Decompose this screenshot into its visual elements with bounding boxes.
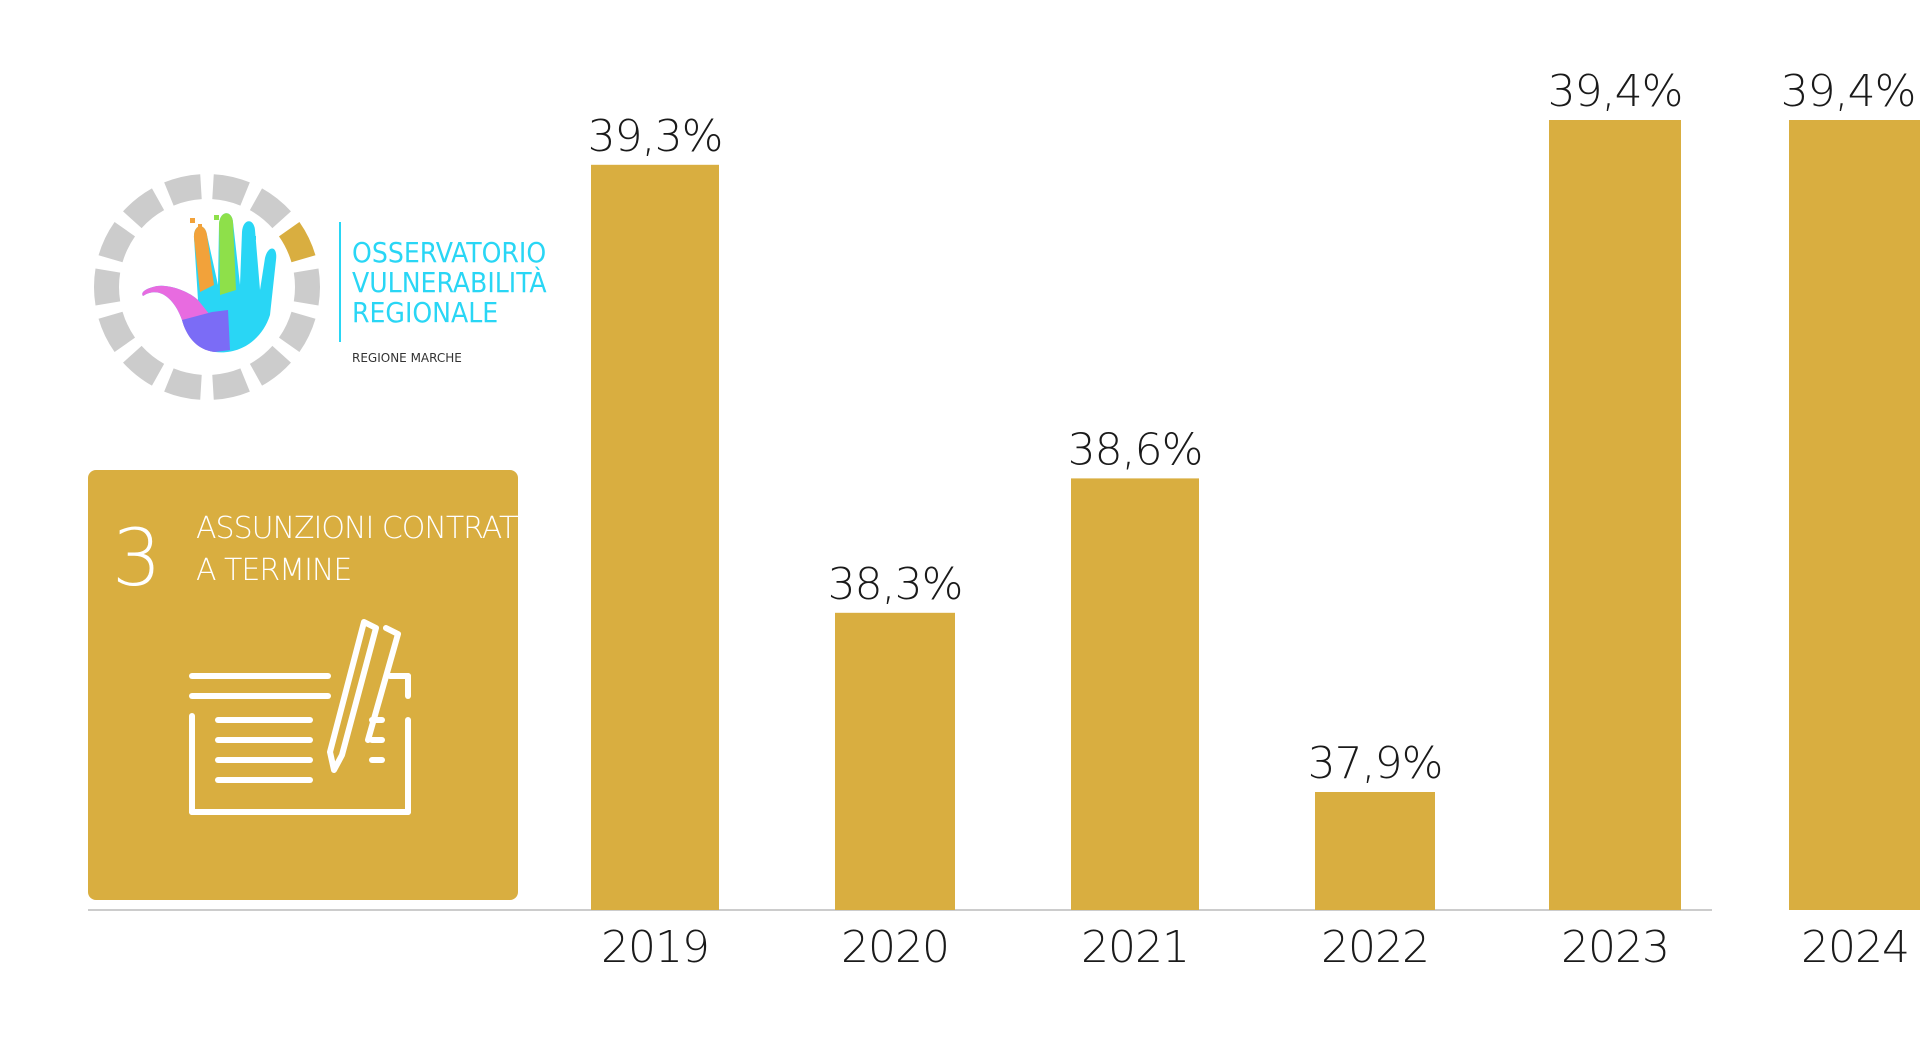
- logo-line-1: OSSERVATORIO: [352, 236, 546, 269]
- logo-line-2: VULNERABILITÀ: [352, 265, 547, 299]
- x-tick-2021: 2021: [1081, 922, 1189, 973]
- data-label-2023: 39,4%: [1548, 66, 1683, 117]
- logo-ring-segment: [249, 345, 291, 386]
- bar-2023: [1549, 120, 1681, 910]
- x-tick-2023: 2023: [1561, 922, 1669, 973]
- logo-ring-segment: [164, 368, 202, 400]
- x-tick-2024: 2024: [1801, 922, 1909, 973]
- x-tick-2019: 2019: [601, 922, 709, 973]
- bar-2021: [1071, 478, 1199, 910]
- logo-ring-segment: [93, 268, 121, 306]
- bars: [591, 120, 1920, 911]
- logo-ring-segment: [212, 368, 250, 400]
- logo-ring-segment: [123, 345, 165, 386]
- logo-ring: [93, 174, 321, 400]
- x-tick-2020: 2020: [841, 922, 949, 973]
- bar-2019: [591, 164, 719, 911]
- data-label-2021: 38,6%: [1068, 424, 1203, 475]
- data-label-2020: 38,3%: [828, 559, 963, 610]
- card-title-line-1: ASSUNZIONI CONTRATTO: [196, 511, 556, 546]
- logo-ring-segment: [212, 174, 250, 206]
- bar-2020: [835, 612, 955, 910]
- hand-icon: [142, 213, 277, 353]
- bar-2022: [1315, 792, 1435, 910]
- logo-ring-segment: [123, 188, 165, 229]
- data-labels: 39,3% 38,3% 38,6% 37,9% 39,4% 39,4%: [588, 66, 1917, 789]
- card-number: 3: [112, 514, 162, 604]
- logo: OSSERVATORIO VULNERABILITÀ REGIONALE REG…: [93, 174, 547, 400]
- x-tick-labels: 2019 2020 2021 2022 2023 2024: [601, 922, 1910, 973]
- logo-ring-segment: [293, 268, 321, 306]
- logo-ring-segment: [278, 311, 316, 353]
- logo-line-3: REGIONALE: [352, 296, 498, 329]
- logo-subtitle: REGIONE MARCHE: [352, 351, 462, 365]
- contract-with-pen-icon: [189, 619, 411, 815]
- data-label-2022: 37,9%: [1308, 738, 1443, 789]
- card-title-line-2: A TERMINE: [196, 553, 351, 588]
- data-label-2024: 39,4%: [1781, 66, 1916, 117]
- logo-ring-segment: [164, 174, 202, 206]
- x-tick-2022: 2022: [1321, 922, 1429, 973]
- indicator-card: 3 ASSUNZIONI CONTRATTO A TERMINE: [88, 470, 557, 900]
- logo-ring-segment: [98, 221, 136, 263]
- bar-2024: [1789, 120, 1920, 910]
- logo-ring-segment: [249, 188, 291, 229]
- logo-ring-segment: [98, 311, 136, 353]
- data-label-2019: 39,3%: [588, 111, 723, 162]
- logo-ring-segment: [278, 221, 316, 263]
